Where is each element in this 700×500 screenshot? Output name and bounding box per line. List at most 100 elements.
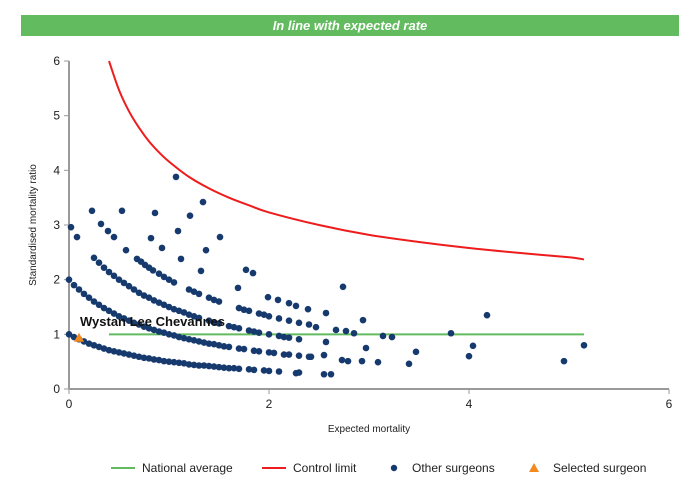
selected-surgeon-label: Wystan Lee Chevannes <box>80 314 225 329</box>
legend-other-surgeons: Other surgeons <box>412 461 495 475</box>
x-tick-label: 6 <box>666 397 673 411</box>
other-surgeon-point <box>285 299 293 307</box>
other-surgeon-point <box>275 332 283 340</box>
other-surgeon-point <box>170 358 178 366</box>
other-surgeon-point <box>177 255 185 263</box>
other-surgeon-point <box>327 370 335 378</box>
other-surgeon-point <box>110 272 118 280</box>
other-surgeon-point <box>580 341 588 349</box>
other-surgeon-point <box>140 354 148 362</box>
other-surgeon-point <box>235 325 243 332</box>
other-surgeon-point <box>145 325 153 332</box>
other-surgeon-point <box>110 347 118 355</box>
other-surgeon-point <box>225 343 233 351</box>
other-surgeon-point <box>105 346 113 354</box>
other-surgeon-point <box>210 296 218 304</box>
other-surgeon-point <box>180 360 188 367</box>
other-surgeon-point <box>125 282 133 290</box>
other-surgeon-point <box>140 323 148 330</box>
other-surgeon-point <box>100 264 108 271</box>
other-surgeon-point <box>195 362 203 369</box>
other-surgeon-point <box>130 352 138 359</box>
other-surgeon-point <box>250 347 258 355</box>
other-surgeon-point <box>260 311 268 318</box>
other-surgeon-point <box>145 355 153 362</box>
x-tick-label: 4 <box>466 397 473 411</box>
other-surgeon-point <box>100 345 108 352</box>
other-surgeon-point <box>215 341 223 349</box>
other-surgeon-point <box>285 351 293 358</box>
other-surgeon-point <box>155 328 163 335</box>
other-surgeon-point <box>70 281 78 289</box>
other-surgeon-point <box>90 341 98 349</box>
selected-surgeon-point <box>74 332 84 342</box>
other-surgeon-point <box>210 319 218 326</box>
other-surgeon-point <box>165 358 173 365</box>
other-surgeon-point <box>172 173 180 181</box>
other-surgeon-point <box>165 303 173 311</box>
other-surgeon-point <box>265 367 273 375</box>
other-surgeon-point <box>285 317 293 324</box>
other-surgeon-point <box>405 360 413 368</box>
other-surgeon-point <box>285 334 293 341</box>
other-surgeon-point <box>374 358 382 366</box>
other-surgeon-point <box>155 299 163 306</box>
other-surgeon-point <box>215 363 223 371</box>
other-surgeon-point <box>350 329 358 337</box>
other-surgeon-point <box>312 323 320 331</box>
other-surgeon-point <box>338 356 346 364</box>
other-surgeon-point <box>245 307 253 315</box>
other-surgeon-point <box>90 254 98 262</box>
other-surgeon-point <box>332 326 340 334</box>
other-surgeon-point <box>230 364 238 372</box>
other-surgeon-point <box>216 233 224 241</box>
y-tick-label: 1 <box>53 327 60 341</box>
other-surgeon-point <box>220 343 228 350</box>
other-surgeon-point <box>197 267 205 275</box>
other-surgeon-point <box>235 365 243 373</box>
other-surgeon-point <box>250 366 258 374</box>
other-surgeon-point <box>122 246 130 254</box>
other-surgeon-point <box>73 233 81 241</box>
other-surgeon-point <box>120 315 128 322</box>
other-surgeon-point <box>195 314 203 322</box>
other-surgeon-point <box>170 279 178 286</box>
other-surgeon-point <box>225 322 233 330</box>
other-surgeon-point <box>190 312 198 320</box>
other-surgeon-point <box>160 273 168 281</box>
other-surgeon-point <box>85 294 93 302</box>
other-surgeon-point <box>265 312 273 320</box>
other-surgeon-point <box>118 207 126 215</box>
other-surgeon-point <box>149 267 157 274</box>
y-tick-label: 0 <box>53 382 60 396</box>
other-surgeon-point <box>135 321 143 328</box>
other-surgeon-point <box>265 349 273 356</box>
other-surgeon-point <box>230 323 238 331</box>
other-surgeon-point <box>170 332 178 339</box>
other-surgeon-point <box>95 259 103 267</box>
other-surgeon-point <box>135 289 143 297</box>
other-surgeon-point <box>65 331 73 338</box>
other-surgeon-point <box>115 276 123 283</box>
other-surgeon-point <box>358 357 366 365</box>
other-surgeon-point <box>200 339 208 346</box>
other-surgeon-point <box>180 334 188 342</box>
other-surgeon-point <box>199 198 207 206</box>
other-surgeon-point <box>292 302 300 310</box>
other-surgeon-point <box>185 286 193 293</box>
other-surgeon-point <box>305 321 313 328</box>
other-surgeon-point <box>165 331 173 338</box>
x-tick-label: 2 <box>266 397 273 411</box>
other-surgeon-point <box>469 342 477 350</box>
other-surgeon-point <box>185 311 193 318</box>
other-surgeon-point <box>255 347 263 355</box>
other-surgeon-point <box>240 306 248 314</box>
other-surgeon-point <box>320 370 328 378</box>
other-surgeon-point <box>240 345 248 353</box>
other-surgeon-point <box>160 301 168 309</box>
other-surgeon-point <box>215 320 223 327</box>
other-surgeon-point <box>205 317 213 324</box>
legend-selected-surgeon-swatch <box>529 463 539 472</box>
other-surgeon-point <box>88 207 96 215</box>
